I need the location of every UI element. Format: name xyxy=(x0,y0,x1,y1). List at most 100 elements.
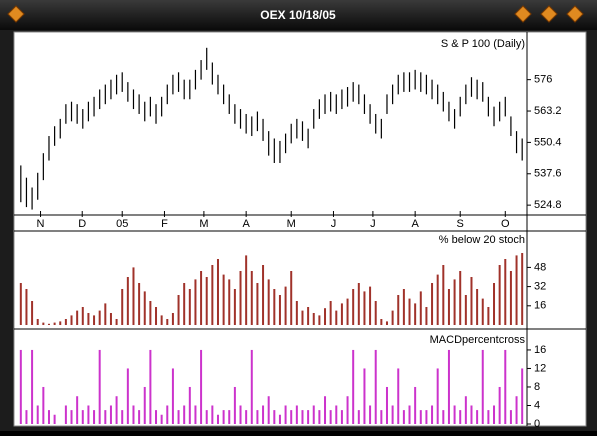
x-tick-label: N xyxy=(37,218,45,230)
bar xyxy=(408,298,411,325)
bar xyxy=(385,321,388,325)
bar xyxy=(408,405,411,424)
x-tick-label: F xyxy=(161,218,168,230)
bar xyxy=(76,396,79,424)
bar xyxy=(436,274,439,325)
bar xyxy=(19,283,22,325)
bar xyxy=(369,405,372,424)
bar xyxy=(47,410,50,424)
bar xyxy=(447,289,450,325)
bar xyxy=(233,386,236,424)
bar xyxy=(70,315,73,325)
close-button[interactable] xyxy=(566,5,584,23)
bar xyxy=(402,410,405,424)
bar xyxy=(53,322,56,325)
bar xyxy=(262,405,265,424)
bar xyxy=(160,315,163,325)
bar xyxy=(239,405,242,424)
bar xyxy=(104,303,107,325)
bar xyxy=(481,298,484,325)
bar xyxy=(104,410,107,424)
bar xyxy=(509,271,512,325)
bar xyxy=(36,405,39,424)
x-tick-label: D xyxy=(78,218,86,230)
bar xyxy=(132,267,135,325)
bar xyxy=(132,405,135,424)
bar xyxy=(87,313,90,325)
y-tick-label: 32 xyxy=(534,281,546,293)
bar xyxy=(47,323,50,325)
bar xyxy=(228,279,231,325)
bar xyxy=(391,310,394,325)
x-tick-label: J xyxy=(370,218,376,230)
bar xyxy=(442,265,445,325)
bar xyxy=(245,255,248,325)
y-tick-label: 8 xyxy=(534,381,540,393)
bar xyxy=(357,283,360,325)
bar xyxy=(380,319,383,325)
bar xyxy=(278,414,281,424)
bar xyxy=(425,410,428,424)
bar xyxy=(312,313,315,325)
bar xyxy=(109,313,112,325)
bar xyxy=(397,368,400,424)
x-tick-label: M xyxy=(199,218,208,230)
bar xyxy=(431,283,434,325)
bar xyxy=(509,410,512,424)
bar xyxy=(262,265,265,325)
bar xyxy=(256,410,259,424)
bar xyxy=(307,307,310,325)
x-tick-label: A xyxy=(242,218,250,230)
bar xyxy=(222,274,225,325)
y-tick-label: 524.8 xyxy=(534,199,562,211)
bar xyxy=(126,368,129,424)
bar xyxy=(380,410,383,424)
bar xyxy=(250,349,253,424)
bar xyxy=(335,310,338,325)
bar xyxy=(126,277,129,325)
bar xyxy=(93,315,96,325)
bar xyxy=(481,349,484,424)
y-tick-label: 0 xyxy=(534,418,540,430)
bar xyxy=(476,410,479,424)
bar xyxy=(363,368,366,424)
bar xyxy=(267,279,270,325)
bar xyxy=(295,301,298,325)
bar xyxy=(374,349,377,424)
maximize-button[interactable] xyxy=(540,5,558,23)
y-tick-label: 16 xyxy=(534,300,546,312)
bar xyxy=(228,410,231,424)
bar xyxy=(442,410,445,424)
bar xyxy=(459,410,462,424)
panel-title: % below 20 stoch xyxy=(439,234,525,246)
bar xyxy=(402,289,405,325)
bar xyxy=(222,410,225,424)
bar xyxy=(171,368,174,424)
menu-icon[interactable] xyxy=(7,5,25,23)
bar xyxy=(521,368,524,424)
bar xyxy=(521,253,524,325)
bar xyxy=(121,289,124,325)
bar xyxy=(493,283,496,325)
y-tick-label: 537.6 xyxy=(534,168,562,180)
bar xyxy=(464,396,467,424)
bar xyxy=(318,315,321,325)
bar xyxy=(335,405,338,424)
bar xyxy=(211,405,214,424)
bar xyxy=(476,289,479,325)
window-title: OEX 10/18/05 xyxy=(260,8,336,22)
bar xyxy=(470,277,473,325)
minimize-button[interactable] xyxy=(514,5,532,23)
bar xyxy=(205,277,208,325)
bar xyxy=(143,291,146,325)
y-tick-label: 550.4 xyxy=(534,136,562,148)
x-tick-label: J xyxy=(331,218,337,230)
bar xyxy=(447,349,450,424)
bar xyxy=(31,301,34,325)
bar xyxy=(515,255,518,325)
bar xyxy=(93,410,96,424)
bar xyxy=(194,279,197,325)
bar xyxy=(188,386,191,424)
bar xyxy=(194,405,197,424)
